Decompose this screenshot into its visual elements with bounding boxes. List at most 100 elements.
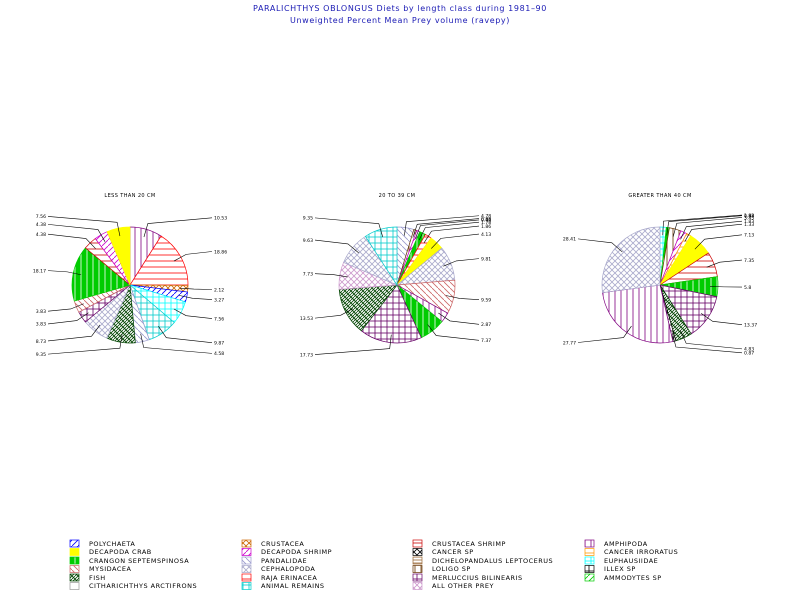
leader-line — [709, 286, 743, 288]
slice-label: 13.37 — [744, 323, 757, 329]
legend-item: ILLEX SP — [604, 565, 636, 573]
leader-line — [666, 215, 743, 236]
legend-swatch — [69, 582, 80, 590]
slice-label: 18.86 — [214, 249, 227, 255]
legend-swatch — [412, 539, 423, 548]
leader-line — [418, 221, 480, 241]
slice-label: 9.35 — [36, 352, 46, 358]
slice-label: 9.63 — [303, 238, 313, 244]
legend-swatch — [69, 556, 80, 565]
legend-swatch — [412, 556, 423, 565]
slice-label: 4.78 — [481, 214, 491, 220]
legend-swatch — [584, 565, 595, 573]
leader-line — [680, 220, 743, 240]
leader-line — [577, 238, 623, 253]
leader-line — [672, 217, 743, 237]
slice-label: 13.53 — [300, 316, 313, 322]
legend-swatch — [584, 539, 595, 548]
slice-label: 4.38 — [36, 222, 46, 228]
legend-swatch — [241, 539, 252, 548]
leader-line — [415, 219, 480, 239]
slice-label: 27.77 — [563, 340, 576, 346]
slice-label: 9.87 — [214, 340, 224, 346]
legend-item: CRUSTACEA SHRIMP — [432, 539, 506, 548]
legend-item: RAJA ERINACEA — [261, 573, 318, 582]
leader-line — [700, 313, 743, 326]
leader-line — [680, 330, 743, 350]
legend-swatch — [69, 573, 80, 582]
leader-line — [577, 325, 632, 343]
legend-item: MERLUCCIUS BILINEARIS — [432, 573, 523, 582]
slice-label: 0.88 — [481, 216, 491, 222]
leader-line — [314, 217, 384, 238]
slice-label: 4.38 — [36, 232, 46, 238]
slice-label: 1.83 — [744, 213, 754, 219]
pie-slice — [601, 226, 661, 294]
leader-line — [140, 333, 213, 354]
legend-item: PANDALIDAE — [261, 556, 308, 565]
legend-swatch — [412, 565, 423, 573]
leader-line — [684, 223, 743, 242]
slice-label: 9.35 — [303, 216, 313, 222]
slice-label: 3.83 — [36, 309, 46, 315]
slice-label: 7.35 — [744, 258, 754, 264]
slice-label: 7.56 — [36, 214, 46, 220]
slice-label: 4.83 — [744, 347, 754, 353]
slice-label: 10.53 — [214, 216, 227, 222]
legend-item: DICHELOPANDALUS LEPTOCERUS — [432, 556, 554, 565]
leader-line — [173, 308, 213, 319]
slice-label: 17.73 — [300, 352, 313, 358]
legend-item: ANIMAL REMAINS — [261, 582, 325, 590]
pie-title: 20 TO 39 CM — [379, 193, 416, 199]
legend-item: POLYCHAETA — [89, 539, 136, 548]
slice-label: 3.45 — [744, 215, 754, 221]
legend-item: CANCER IRRORATUS — [604, 548, 679, 556]
leader-line — [47, 224, 106, 242]
legend-item: CITHARICHTHYS ARCTIFRONS — [89, 582, 198, 590]
leader-line — [314, 308, 354, 319]
legend-swatch — [69, 565, 80, 573]
legend-swatch — [69, 548, 80, 556]
leader-line — [314, 273, 348, 278]
legend-item: MYSIDACEA — [89, 565, 132, 573]
slice-label: 9.81 — [481, 256, 491, 262]
leader-line — [47, 303, 84, 312]
leader-line — [47, 312, 89, 325]
slice-label: 9.59 — [481, 298, 491, 304]
legend-item: DECAPODA CRAB — [89, 548, 152, 556]
slice-label: 4.13 — [481, 232, 491, 238]
slice-label: 1.33 — [744, 222, 754, 228]
leader-line — [438, 312, 480, 325]
slice-label: 8.73 — [36, 339, 46, 345]
legend-item: FISH — [89, 573, 106, 582]
legend-swatch — [241, 556, 252, 565]
leader-line — [314, 239, 359, 254]
leader-line — [47, 270, 82, 276]
legend-item: DECAPODA SHRIMP — [261, 548, 333, 556]
slice-label: 0.87 — [744, 351, 754, 357]
slice-label: 7.56 — [214, 316, 224, 322]
leader-line — [404, 215, 480, 236]
legend-item: CANCER SP — [432, 548, 474, 556]
leader-line — [47, 216, 121, 237]
leader-line — [672, 333, 743, 354]
slice-label: 7.73 — [303, 271, 313, 277]
legend-swatch — [584, 548, 595, 556]
slice-label: 1.86 — [481, 224, 491, 230]
leader-line — [47, 324, 101, 342]
leader-line — [47, 334, 123, 355]
slice-label: 5.8 — [744, 285, 751, 291]
legend-swatch — [69, 539, 80, 548]
legend-swatch — [241, 548, 252, 556]
chart-subtitle: Unweighted Percent Mean Prey volume (rav… — [290, 16, 510, 25]
pie-chart-1: LESS THAN 20 CM 10.53 18.86 2.12 3.27 7.56 9.8… — [33, 193, 227, 358]
slice-label: 2.12 — [214, 287, 224, 293]
legend-swatch — [584, 556, 595, 565]
legend-swatch — [241, 565, 252, 573]
legend-item: AMMODYTES SP — [604, 573, 662, 582]
slice-label: 7.13 — [744, 233, 754, 239]
legend-swatch — [241, 582, 252, 590]
legend-item: CRUSTACEA — [261, 539, 305, 548]
legend-item: EUPHAUSIIDAE — [604, 556, 659, 565]
legend-swatch — [241, 573, 252, 582]
